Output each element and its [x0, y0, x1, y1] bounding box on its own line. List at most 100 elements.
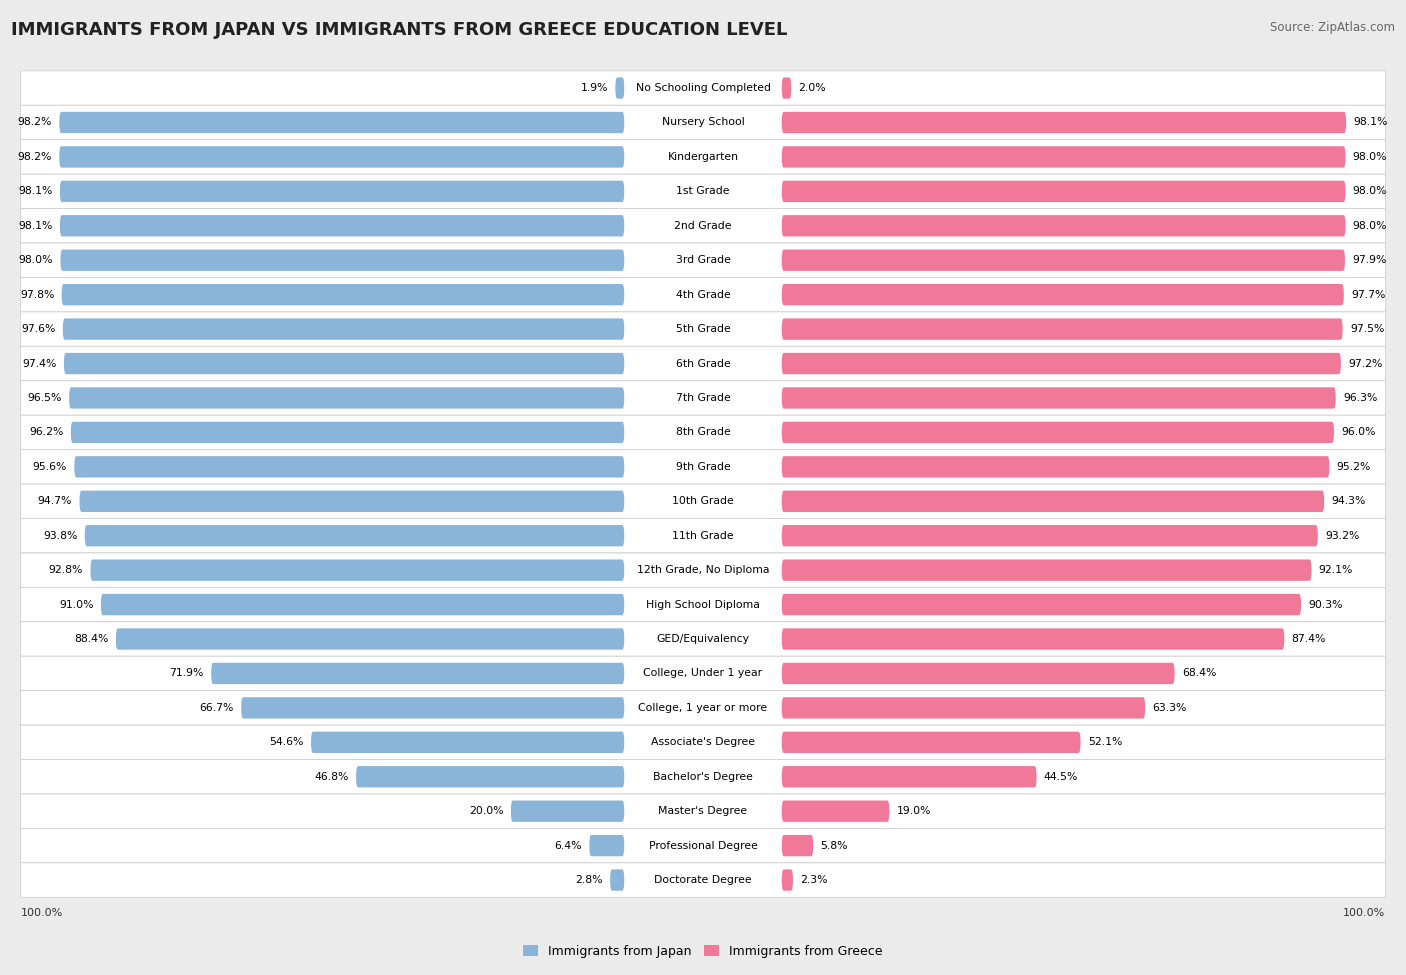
FancyBboxPatch shape: [21, 656, 1385, 690]
FancyBboxPatch shape: [782, 112, 1346, 134]
Text: 96.2%: 96.2%: [30, 427, 63, 438]
FancyBboxPatch shape: [242, 697, 624, 719]
Text: 87.4%: 87.4%: [1292, 634, 1326, 644]
FancyBboxPatch shape: [115, 628, 624, 649]
Text: 96.5%: 96.5%: [28, 393, 62, 403]
Text: College, Under 1 year: College, Under 1 year: [644, 669, 762, 679]
FancyBboxPatch shape: [21, 863, 1385, 897]
Text: 2.3%: 2.3%: [800, 875, 828, 885]
Text: 4th Grade: 4th Grade: [676, 290, 730, 299]
FancyBboxPatch shape: [356, 766, 624, 788]
Text: 2nd Grade: 2nd Grade: [675, 220, 731, 231]
FancyBboxPatch shape: [782, 284, 1344, 305]
FancyBboxPatch shape: [782, 560, 1312, 581]
Text: 5th Grade: 5th Grade: [676, 324, 730, 334]
Text: 97.9%: 97.9%: [1353, 255, 1386, 265]
Text: 63.3%: 63.3%: [1153, 703, 1187, 713]
FancyBboxPatch shape: [62, 284, 624, 305]
Text: Bachelor's Degree: Bachelor's Degree: [652, 772, 754, 782]
Text: 2.0%: 2.0%: [799, 83, 827, 93]
FancyBboxPatch shape: [60, 180, 624, 202]
FancyBboxPatch shape: [21, 243, 1385, 278]
FancyBboxPatch shape: [782, 353, 1341, 374]
Text: 97.5%: 97.5%: [1350, 324, 1385, 334]
Text: 98.1%: 98.1%: [1354, 118, 1388, 128]
FancyBboxPatch shape: [782, 800, 890, 822]
FancyBboxPatch shape: [782, 870, 793, 891]
Text: No Schooling Completed: No Schooling Completed: [636, 83, 770, 93]
FancyBboxPatch shape: [21, 175, 1385, 209]
FancyBboxPatch shape: [610, 870, 624, 891]
FancyBboxPatch shape: [21, 105, 1385, 139]
FancyBboxPatch shape: [21, 71, 1385, 105]
Text: 98.1%: 98.1%: [18, 220, 52, 231]
FancyBboxPatch shape: [510, 800, 624, 822]
Text: 91.0%: 91.0%: [59, 600, 94, 609]
Text: 12th Grade, No Diploma: 12th Grade, No Diploma: [637, 566, 769, 575]
Text: 7th Grade: 7th Grade: [676, 393, 730, 403]
Text: 94.3%: 94.3%: [1331, 496, 1365, 506]
FancyBboxPatch shape: [782, 387, 1336, 409]
Text: 6th Grade: 6th Grade: [676, 359, 730, 369]
FancyBboxPatch shape: [80, 490, 624, 512]
Text: Associate's Degree: Associate's Degree: [651, 737, 755, 747]
Text: 98.2%: 98.2%: [18, 152, 52, 162]
Text: 93.2%: 93.2%: [1324, 530, 1360, 541]
Text: 8th Grade: 8th Grade: [676, 427, 730, 438]
Text: 90.3%: 90.3%: [1309, 600, 1343, 609]
FancyBboxPatch shape: [59, 112, 624, 134]
Text: 98.1%: 98.1%: [18, 186, 52, 196]
Text: 10th Grade: 10th Grade: [672, 496, 734, 506]
FancyBboxPatch shape: [616, 77, 624, 98]
FancyBboxPatch shape: [21, 622, 1385, 656]
FancyBboxPatch shape: [211, 663, 624, 684]
FancyBboxPatch shape: [782, 766, 1036, 788]
FancyBboxPatch shape: [90, 560, 624, 581]
FancyBboxPatch shape: [59, 146, 624, 168]
Text: College, 1 year or more: College, 1 year or more: [638, 703, 768, 713]
FancyBboxPatch shape: [21, 829, 1385, 863]
FancyBboxPatch shape: [782, 663, 1174, 684]
FancyBboxPatch shape: [60, 250, 624, 271]
Text: 19.0%: 19.0%: [897, 806, 931, 816]
Text: 66.7%: 66.7%: [200, 703, 233, 713]
FancyBboxPatch shape: [21, 209, 1385, 243]
FancyBboxPatch shape: [21, 139, 1385, 175]
Legend: Immigrants from Japan, Immigrants from Greece: Immigrants from Japan, Immigrants from G…: [519, 940, 887, 963]
Text: 95.6%: 95.6%: [32, 462, 67, 472]
FancyBboxPatch shape: [782, 525, 1317, 546]
Text: 98.0%: 98.0%: [1353, 152, 1388, 162]
FancyBboxPatch shape: [21, 415, 1385, 449]
Text: 93.8%: 93.8%: [44, 530, 77, 541]
Text: 5.8%: 5.8%: [821, 840, 848, 850]
FancyBboxPatch shape: [782, 490, 1324, 512]
FancyBboxPatch shape: [782, 180, 1346, 202]
Text: 88.4%: 88.4%: [75, 634, 108, 644]
Text: 98.0%: 98.0%: [1353, 220, 1388, 231]
FancyBboxPatch shape: [70, 422, 624, 443]
FancyBboxPatch shape: [21, 760, 1385, 794]
Text: 94.7%: 94.7%: [38, 496, 72, 506]
FancyBboxPatch shape: [782, 215, 1346, 237]
FancyBboxPatch shape: [21, 725, 1385, 760]
FancyBboxPatch shape: [782, 456, 1330, 478]
Text: 92.1%: 92.1%: [1319, 566, 1353, 575]
FancyBboxPatch shape: [21, 587, 1385, 622]
FancyBboxPatch shape: [63, 353, 624, 374]
FancyBboxPatch shape: [21, 690, 1385, 725]
Text: 97.6%: 97.6%: [21, 324, 55, 334]
Text: 97.7%: 97.7%: [1351, 290, 1385, 299]
Text: Nursery School: Nursery School: [662, 118, 744, 128]
Text: GED/Equivalency: GED/Equivalency: [657, 634, 749, 644]
FancyBboxPatch shape: [21, 312, 1385, 346]
Text: High School Diploma: High School Diploma: [647, 600, 759, 609]
FancyBboxPatch shape: [782, 628, 1284, 649]
FancyBboxPatch shape: [782, 422, 1334, 443]
FancyBboxPatch shape: [782, 697, 1146, 719]
Text: Kindergarten: Kindergarten: [668, 152, 738, 162]
Text: 44.5%: 44.5%: [1043, 772, 1078, 782]
FancyBboxPatch shape: [21, 381, 1385, 415]
Text: Master's Degree: Master's Degree: [658, 806, 748, 816]
FancyBboxPatch shape: [21, 346, 1385, 381]
Text: 1.9%: 1.9%: [581, 83, 607, 93]
